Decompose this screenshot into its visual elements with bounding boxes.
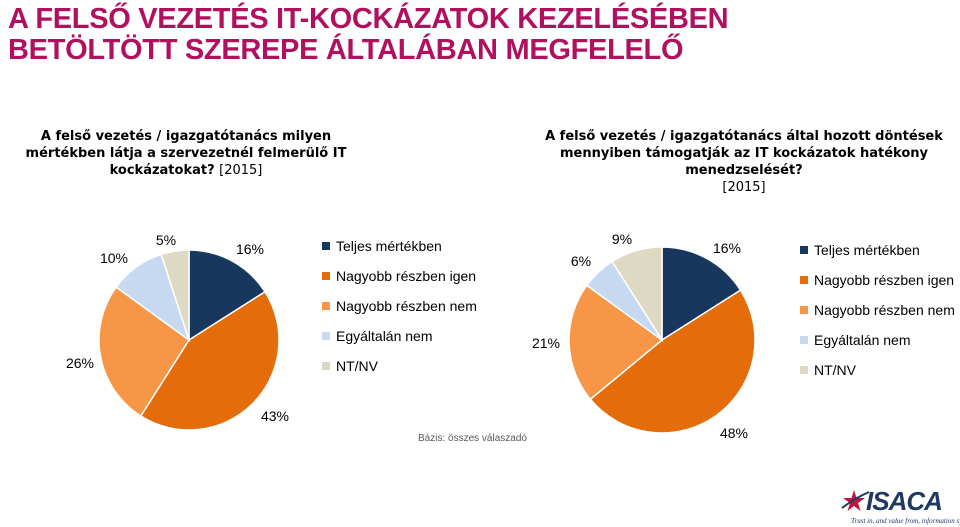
base-note: Bázis: összes válaszadó (418, 433, 527, 444)
pie-1-slice-ntnv (160, 249, 190, 341)
legend-2-item-egyaltalan: Egyáltalán nem (800, 332, 955, 362)
legend-1-swatch-nagyobb-nem (322, 302, 330, 310)
isaca-logo: ISACA Trust in, and value from, informat… (840, 486, 960, 526)
pie-2-slice-nagyobb-nem (568, 284, 664, 401)
chart-1-year: [2015] (219, 163, 263, 178)
legend-2-swatch-nagyobb-igen (800, 276, 808, 284)
legend-1-item-ntnv: NT/NV (322, 358, 477, 388)
pie-2-label-egyaltalan: 6% (571, 253, 591, 269)
legend-1-swatch-egyaltalan (322, 332, 330, 340)
logo-tagline: Trust in, and value from, information sy… (851, 517, 960, 525)
legend-2-label-nagyobb-igen: Nagyobb részben igen (814, 272, 955, 288)
legend-2-item-nagyobb-igen: Nagyobb részben igen (800, 272, 955, 302)
chart-1-question: A felső vezetés / igazgatótanács milyen … (10, 128, 362, 179)
legend-2-swatch-egyaltalan (800, 336, 808, 344)
legend-1-item-teljes: Teljes mértékben (322, 238, 477, 268)
legend-chart-2: Teljes mértékben Nagyobb részben igen Nagy… (800, 242, 955, 392)
legend-2-label-ntnv: NT/NV (814, 362, 856, 378)
pie-1-label-egyaltalan: 10% (100, 250, 128, 266)
legend-2-label-nagyobb-nem: Nagyobb részben nem (814, 302, 955, 318)
pie-2-label-nagyobb-nem: 21% (532, 335, 560, 351)
legend-2-label-teljes: Teljes mértékben (814, 242, 920, 258)
pie-1-label-nagyobb-igen: 43% (261, 408, 289, 424)
chart-1-question-text: A felső vezetés / igazgatótanács milyen … (25, 129, 347, 178)
pie-2-label-teljes: 16% (713, 240, 741, 256)
pie-1-label-teljes: 16% (236, 241, 264, 257)
chart-2-question: A felső vezetés / igazgatótanács által h… (530, 128, 958, 196)
legend-1-swatch-ntnv (322, 362, 330, 370)
legend-1-label-nagyobb-igen: Nagyobb részben igen (336, 268, 477, 284)
legend-1-swatch-nagyobb-igen (322, 272, 330, 280)
pie-1-slice-nagyobb-nem (98, 286, 191, 418)
pie-2-label-nagyobb-igen: 48% (720, 425, 748, 441)
legend-1-swatch-teljes (322, 242, 330, 250)
pie-2-slice-nagyobb-igen (589, 289, 756, 434)
pie-2-slice-ntnv (611, 246, 663, 343)
legend-1-item-egyaltalan: Egyáltalán nem (322, 328, 477, 358)
legend-2-item-teljes: Teljes mértékben (800, 242, 955, 272)
chart-2-question-text: A felső vezetés / igazgatótanács által h… (545, 129, 943, 178)
legend-1-label-egyaltalan: Egyáltalán nem (336, 328, 433, 344)
logo-word: ISACA (866, 486, 943, 516)
legend-2-swatch-teljes (800, 246, 808, 254)
legend-1-item-nagyobb-igen: Nagyobb részben igen (322, 268, 477, 298)
chart-2-year: [2015] (722, 180, 766, 195)
legend-1-label-teljes: Teljes mértékben (336, 238, 442, 254)
legend-chart-1: Teljes mértékben Nagyobb részben igen Nagy… (322, 238, 477, 388)
title-line-2: BETÖLTÖTT SZEREPE ÁLTALÁBAN MEGFELELŐ (8, 34, 684, 66)
legend-1-item-nagyobb-nem: Nagyobb részben nem (322, 298, 477, 328)
pie-1-slice-teljes (188, 249, 267, 342)
pie-2-slice-teljes (661, 246, 742, 342)
legend-2-swatch-nagyobb-nem (800, 306, 808, 314)
pie-2-label-ntnv: 9% (612, 231, 632, 247)
isaca-star-swoosh-icon (841, 490, 870, 511)
legend-2-item-nagyobb-nem: Nagyobb részben nem (800, 302, 955, 332)
pie-1-label-ntnv: 5% (156, 232, 176, 248)
pie-1-label-nagyobb-nem: 26% (66, 355, 94, 371)
page-title: A FELSŐ VEZETÉS IT-KOCKÁZATOK KEZELÉSÉBE… (8, 3, 729, 66)
legend-2-item-ntnv: NT/NV (800, 362, 955, 392)
legend-2-label-egyaltalan: Egyáltalán nem (814, 332, 911, 348)
legend-1-label-ntnv: NT/NV (336, 358, 378, 374)
pie-1-slice-nagyobb-igen (139, 290, 280, 431)
title-line-1: A FELSŐ VEZETÉS IT-KOCKÁZATOK KEZELÉSÉBE… (8, 3, 729, 35)
legend-1-label-nagyobb-nem: Nagyobb részben nem (336, 298, 477, 314)
legend-2-swatch-ntnv (800, 366, 808, 374)
